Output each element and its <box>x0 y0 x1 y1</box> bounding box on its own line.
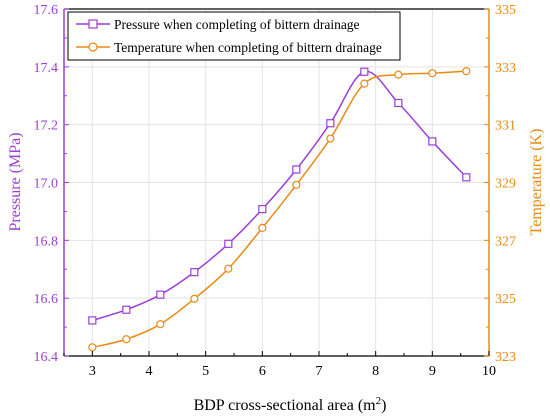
pressure-point-2 <box>156 290 165 299</box>
temperature-point-4 <box>224 264 233 273</box>
y-right-tick-label-5: 333 <box>495 61 516 76</box>
y-right-tick-label-6: 335 <box>495 3 516 18</box>
x-tick-label-3: 6 <box>259 364 266 379</box>
y-axis-right-title: Temperature (K) <box>528 129 545 236</box>
series-layer <box>88 67 471 352</box>
temperature-point-10 <box>428 69 437 78</box>
series-line-pressure <box>92 70 467 322</box>
temperature-point-11 <box>462 67 471 76</box>
legend-box <box>67 11 401 61</box>
grid-layer <box>64 9 489 356</box>
legend-pressure-marker <box>88 19 98 29</box>
temperature-point-3 <box>190 294 199 303</box>
pressure-point-11 <box>462 173 471 182</box>
y-left-tick-label-3: 17.0 <box>34 177 59 192</box>
x-tick-label-6: 9 <box>429 364 436 379</box>
temperature-point-6 <box>292 180 301 189</box>
y-left-tick-label-2: 16.8 <box>34 234 59 249</box>
x-tick-label-4: 7 <box>316 364 323 379</box>
temperature-point-5 <box>258 223 267 232</box>
y-right-tick-label-3: 329 <box>495 177 516 192</box>
pressure-point-6 <box>292 165 301 174</box>
pressure-point-1 <box>122 305 131 314</box>
temperature-point-0 <box>88 343 97 352</box>
legend-pressure-label: Pressure when completing of bittern drai… <box>114 17 360 32</box>
x-tick-label-0: 3 <box>89 364 96 379</box>
legend-temperature-marker <box>88 42 98 52</box>
series-line-temperature <box>92 70 467 349</box>
x-tick-label-7: 10 <box>482 364 496 379</box>
y-right-tick-label-1: 325 <box>495 292 516 307</box>
temperature-point-9 <box>394 70 403 79</box>
x-tick-label-2: 5 <box>202 364 209 379</box>
pressure-point-10 <box>428 137 437 146</box>
y-axis-left-title: Pressure (MPa) <box>7 132 24 231</box>
temperature-point-7 <box>326 134 335 143</box>
x-axis-title: BDP cross-sectional area (m2) <box>194 395 387 414</box>
pressure-point-5 <box>258 205 267 214</box>
pressure-point-8 <box>360 67 369 76</box>
legend-temperature-label: Temperature when completing of bittern d… <box>114 40 382 55</box>
y-left-tick-label-5: 17.4 <box>34 61 59 76</box>
y-left-tick-label-4: 17.2 <box>34 119 59 134</box>
pressure-point-0 <box>88 316 97 325</box>
x-tick-label-1: 4 <box>146 364 153 379</box>
temperature-point-1 <box>122 335 131 344</box>
x-tick-label-5: 8 <box>372 364 379 379</box>
y-right-tick-label-4: 331 <box>495 119 516 134</box>
pressure-point-7 <box>326 119 335 128</box>
y-left-tick-label-0: 16.4 <box>34 350 59 365</box>
y-left-tick-label-1: 16.6 <box>34 292 59 307</box>
legend: Pressure when completing of bittern drai… <box>67 11 401 61</box>
temperature-point-2 <box>156 320 165 329</box>
pressure-point-4 <box>224 239 233 248</box>
axes-layer: 3 4 5 6 7 8 9 10 16.4 16.6 16.8 17.0 17.2 17.4 17.6 323… <box>34 3 517 379</box>
pressure-point-9 <box>394 98 403 108</box>
y-left-tick-label-6: 17.6 <box>34 3 59 18</box>
temperature-point-8 <box>360 79 369 88</box>
y-right-tick-label-2: 327 <box>495 234 516 249</box>
pressure-point-3 <box>190 268 199 277</box>
y-right-tick-label-0: 323 <box>495 350 516 365</box>
